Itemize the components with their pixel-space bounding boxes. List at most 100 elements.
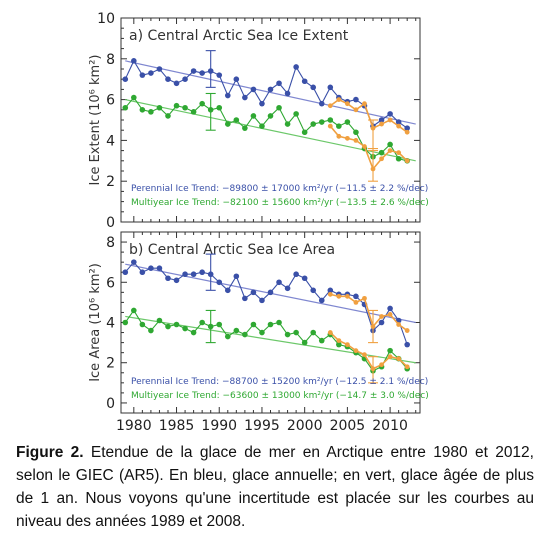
data-point: [216, 279, 223, 286]
series-line: [329, 125, 408, 171]
y-tick-label: 8: [106, 235, 115, 251]
data-point: [318, 119, 325, 125]
data-point: [327, 117, 334, 123]
data-point: [336, 341, 342, 348]
data-point: [190, 329, 197, 336]
data-point: [182, 76, 188, 82]
caption-label: Figure 2.: [16, 444, 84, 461]
data-point: [396, 123, 402, 129]
data-point: [173, 321, 180, 328]
data-point: [395, 119, 402, 125]
data-point: [293, 329, 299, 336]
data-point: [362, 101, 367, 107]
data-point: [387, 111, 393, 117]
data-point: [250, 113, 257, 119]
data-point: [216, 104, 223, 111]
data-point: [284, 121, 291, 127]
data-point: [379, 156, 384, 162]
data-point: [131, 307, 137, 314]
data-point: [353, 138, 359, 143]
data-point: [310, 287, 317, 294]
caption-text: Etendue de la glace de mer en Arctique e…: [16, 444, 534, 530]
x-tick-label: 1980: [116, 418, 152, 430]
data-point: [310, 329, 317, 336]
data-point: [404, 364, 410, 370]
data-point: [259, 297, 265, 304]
y-tick-label: 6: [106, 93, 115, 109]
data-point: [353, 107, 359, 113]
data-point: [267, 321, 274, 328]
data-point: [148, 327, 154, 334]
data-point: [327, 84, 334, 91]
data-point: [276, 279, 282, 286]
data-point: [242, 295, 248, 302]
data-point: [259, 123, 265, 129]
y-tick-label: 0: [106, 215, 115, 231]
data-point: [387, 148, 393, 154]
data-point: [122, 319, 129, 326]
trend-text: Multiyear Ice Trend: −63600 ± 13000 km²/…: [131, 391, 429, 401]
data-point: [310, 121, 317, 127]
data-point: [344, 135, 350, 141]
data-point: [396, 150, 402, 156]
data-point: [284, 90, 291, 97]
data-point: [379, 314, 384, 319]
panel-title: a) Central Arctic Sea Ice Extent: [129, 28, 349, 44]
data-point: [156, 317, 163, 324]
data-point: [301, 275, 308, 282]
data-point: [396, 322, 402, 327]
data-point: [344, 342, 350, 348]
data-point: [224, 287, 231, 294]
data-point: [182, 325, 188, 332]
data-point: [327, 103, 333, 109]
x-tick-label: 1995: [244, 418, 280, 430]
data-point: [250, 289, 257, 296]
data-point: [404, 129, 410, 135]
data-point: [293, 64, 299, 70]
data-point: [336, 97, 342, 102]
data-point: [301, 78, 308, 85]
data-point: [216, 72, 223, 78]
data-point: [148, 109, 154, 115]
data-point: [131, 94, 137, 101]
data-point: [395, 155, 402, 162]
series-line: [124, 96, 408, 162]
data-point: [276, 104, 282, 111]
data-point: [139, 269, 146, 276]
data-point: [353, 348, 359, 354]
y-axis-label: Ice Extent (10⁶ km²): [88, 54, 103, 185]
data-point: [318, 100, 325, 107]
data-point: [182, 271, 188, 278]
data-point: [267, 86, 274, 93]
data-point: [267, 289, 274, 296]
data-point: [250, 321, 257, 328]
series-line: [329, 98, 408, 133]
data-point: [284, 331, 291, 338]
data-point: [190, 68, 197, 74]
data-point: [242, 331, 248, 338]
data-point: [173, 102, 180, 109]
series-line: [124, 309, 408, 372]
data-point: [276, 319, 282, 326]
data-point: [336, 123, 342, 129]
data-point: [242, 94, 248, 101]
data-point: [387, 312, 393, 317]
data-point: [122, 269, 129, 276]
data-point: [318, 297, 325, 304]
data-point: [404, 158, 410, 164]
series-line: [124, 59, 408, 129]
data-point: [404, 328, 410, 333]
data-point: [182, 104, 188, 111]
data-point: [131, 259, 137, 265]
trend-line: [125, 315, 416, 364]
data-point: [387, 141, 393, 148]
data-point: [173, 80, 180, 87]
data-point: [396, 356, 402, 362]
data-point: [327, 330, 333, 335]
data-point: [387, 347, 393, 354]
x-tick-label: 1985: [159, 418, 195, 430]
data-point: [293, 111, 299, 117]
data-point: [139, 321, 146, 328]
figure-chart: 0 2 4 6 8 10 a) Central Arctic Sea Ice Extent I…: [88, 11, 429, 430]
data-point: [336, 293, 342, 299]
